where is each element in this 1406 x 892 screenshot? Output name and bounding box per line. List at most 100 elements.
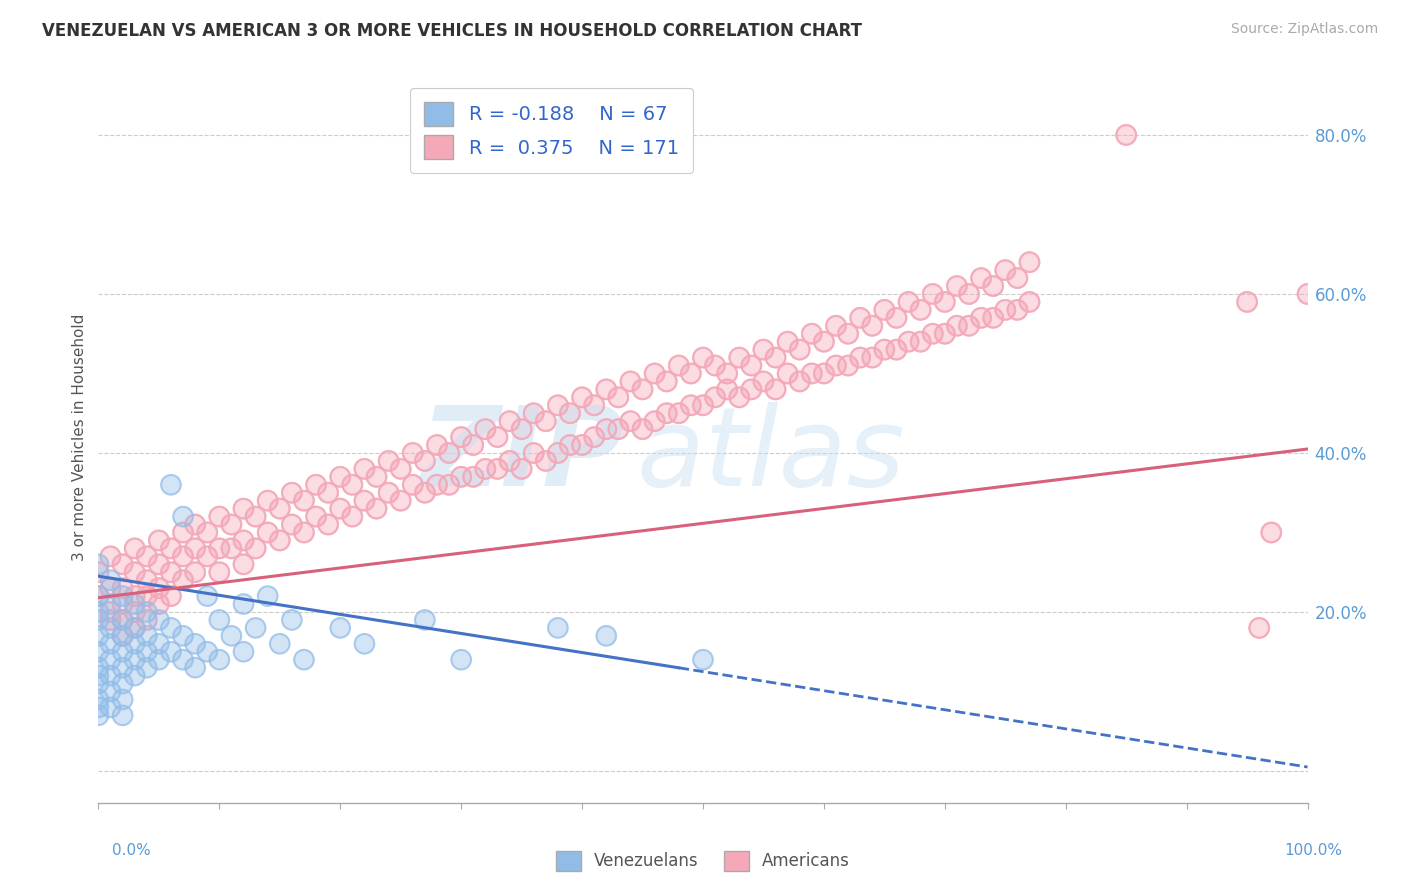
Point [111, 597, 134, 611]
Point [135, 645, 157, 659]
Point [135, 573, 157, 587]
Point [87, 668, 110, 682]
Point [184, 541, 207, 556]
Point [172, 629, 194, 643]
Point [195, 549, 218, 564]
Point [208, 653, 231, 667]
Point [510, 422, 533, 436]
Point [208, 566, 231, 580]
Point [100, 613, 122, 627]
Point [644, 367, 666, 381]
Point [135, 660, 157, 674]
Point [595, 383, 617, 397]
Point [221, 517, 243, 532]
Point [316, 485, 339, 500]
Point [981, 310, 1004, 325]
Point [281, 517, 304, 532]
Point [426, 438, 449, 452]
Point [994, 263, 1017, 277]
Point [160, 566, 183, 580]
Point [292, 653, 315, 667]
Point [208, 613, 231, 627]
Point [329, 501, 352, 516]
Point [946, 318, 969, 333]
Point [232, 597, 254, 611]
Point [934, 326, 956, 341]
Point [124, 589, 146, 603]
Point [534, 414, 557, 428]
Point [148, 613, 170, 627]
Point [692, 653, 714, 667]
Point [184, 541, 207, 556]
Point [523, 406, 546, 420]
Point [970, 271, 993, 285]
Point [172, 573, 194, 587]
Point [111, 613, 134, 627]
Point [957, 287, 980, 301]
Point [184, 566, 207, 580]
Point [571, 390, 593, 404]
Point [353, 493, 375, 508]
Point [160, 477, 183, 491]
Point [87, 692, 110, 706]
Point [87, 668, 110, 682]
Point [668, 359, 690, 373]
Point [558, 406, 581, 420]
Point [148, 597, 170, 611]
Point [437, 446, 460, 460]
Point [837, 326, 859, 341]
Point [232, 558, 254, 572]
Point [534, 454, 557, 468]
Point [87, 645, 110, 659]
Point [450, 470, 472, 484]
Point [873, 343, 896, 357]
Point [377, 454, 399, 468]
Point [269, 501, 291, 516]
Point [970, 310, 993, 325]
Point [245, 509, 267, 524]
Point [1018, 255, 1040, 269]
Point [740, 383, 762, 397]
Point [413, 485, 436, 500]
Point [111, 597, 134, 611]
Point [571, 438, 593, 452]
Point [221, 629, 243, 643]
Point [172, 549, 194, 564]
Point [1236, 294, 1258, 309]
Point [752, 343, 775, 357]
Point [100, 573, 122, 587]
Point [897, 294, 920, 309]
Point [366, 470, 388, 484]
Point [100, 700, 122, 714]
Point [111, 589, 134, 603]
Point [124, 621, 146, 635]
Text: Source: ZipAtlas.com: Source: ZipAtlas.com [1230, 22, 1378, 37]
Point [305, 477, 328, 491]
Point [595, 383, 617, 397]
Point [353, 462, 375, 476]
Point [728, 351, 751, 365]
Point [111, 692, 134, 706]
Point [1115, 128, 1137, 142]
Point [655, 375, 678, 389]
Point [245, 509, 267, 524]
Text: VENEZUELAN VS AMERICAN 3 OR MORE VEHICLES IN HOUSEHOLD CORRELATION CHART: VENEZUELAN VS AMERICAN 3 OR MORE VEHICLE… [42, 22, 862, 40]
Point [124, 621, 146, 635]
Point [910, 302, 932, 317]
Point [910, 334, 932, 349]
Point [377, 454, 399, 468]
Point [100, 668, 122, 682]
Point [1296, 287, 1319, 301]
Point [692, 351, 714, 365]
Point [329, 501, 352, 516]
Point [135, 645, 157, 659]
Point [148, 597, 170, 611]
Point [450, 653, 472, 667]
Point [800, 367, 823, 381]
Point [160, 589, 183, 603]
Point [800, 326, 823, 341]
Point [849, 351, 872, 365]
Point [184, 517, 207, 532]
Point [100, 573, 122, 587]
Point [316, 517, 339, 532]
